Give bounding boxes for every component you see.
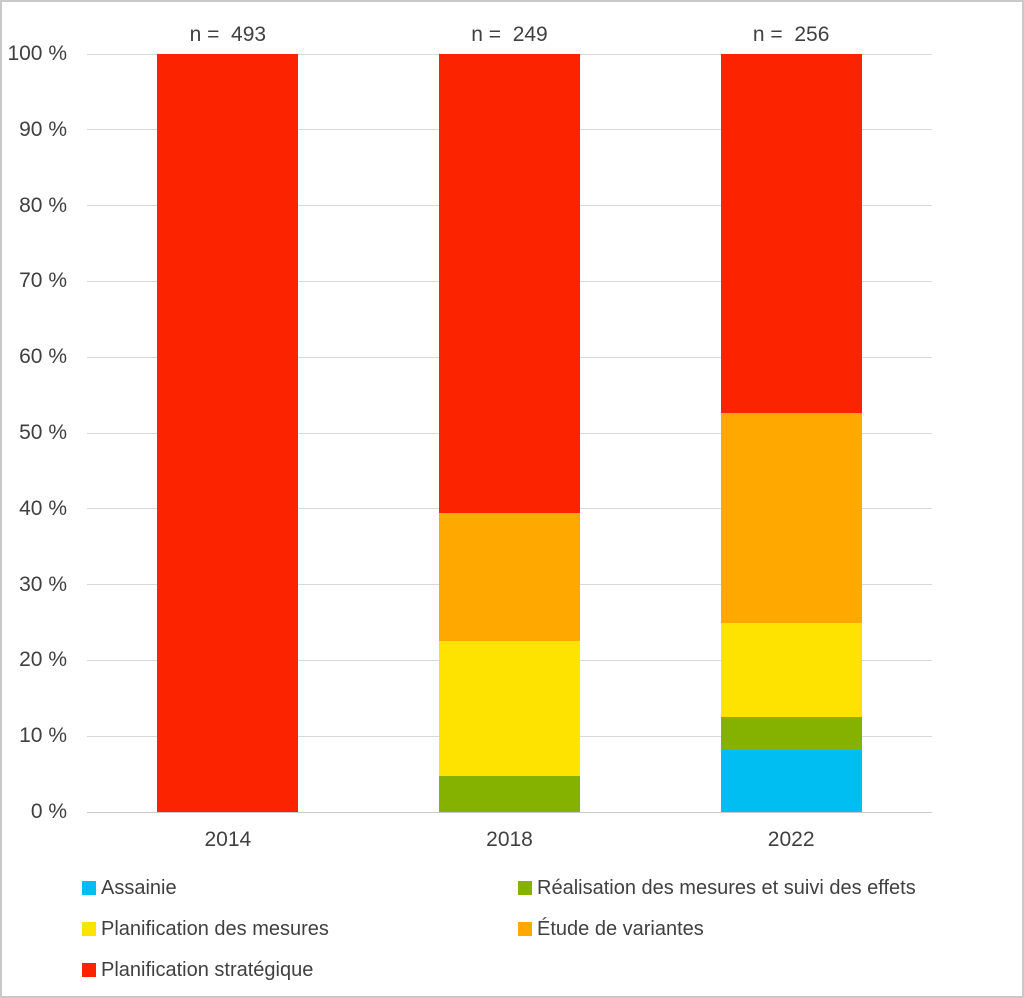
legend-item: Réalisation des mesures et suivi des eff…: [518, 875, 916, 901]
plot-area: [87, 53, 932, 813]
y-tick-label: 100 %: [7, 42, 67, 65]
x-tick-label: 2018: [486, 828, 533, 851]
bar-2014: [157, 54, 299, 812]
legend-item: Assainie: [82, 875, 177, 901]
bar-count-label: n = 249: [471, 23, 548, 46]
x-tick-label: 2014: [204, 828, 252, 851]
bar-segment: [439, 775, 580, 812]
legend-label: Planification stratégique: [101, 959, 314, 981]
legend-label: Planification des mesures: [101, 918, 329, 940]
bar-segment: [720, 54, 862, 413]
bar-segment: [720, 412, 862, 623]
bar-segment: [439, 54, 580, 514]
x-tick-label: 2022: [767, 828, 815, 851]
legend-item: Planification des mesures: [82, 916, 329, 942]
legend-label: Étude de variantes: [537, 918, 704, 940]
bar-2018: [439, 54, 580, 812]
bar-segment: [439, 641, 580, 776]
gridline: [87, 53, 932, 55]
legend-color-swatch: [82, 963, 96, 977]
y-tick-label: 40 %: [19, 496, 67, 520]
bar-segment: [720, 622, 862, 718]
bar-segment: [720, 749, 862, 812]
bar-count-label: n = 256: [752, 23, 830, 46]
y-tick-label: 20 %: [19, 648, 67, 672]
legend-item: Planification stratégique: [82, 957, 313, 983]
bar-count-label: n = 493: [189, 23, 267, 46]
bar-segment: [157, 54, 299, 812]
legend-item: Étude de variantes: [518, 916, 704, 942]
legend-color-swatch: [82, 881, 96, 895]
legend-color-swatch: [518, 922, 532, 936]
bar-2022: [720, 54, 862, 812]
legend-label: Assainie: [101, 877, 177, 899]
y-tick-label: 10 %: [19, 724, 67, 748]
y-tick-label: 70 %: [19, 269, 67, 293]
legend-label: Réalisation des mesures et suivi des eff…: [537, 877, 916, 899]
y-tick-label: 30 %: [19, 572, 67, 596]
legend-color-swatch: [82, 922, 96, 936]
y-tick-label: 0 %: [30, 800, 67, 823]
y-tick-label: 90 %: [19, 117, 67, 141]
bar-segment: [439, 513, 580, 642]
bar-segment: [720, 717, 862, 750]
y-tick-label: 80 %: [19, 193, 67, 217]
y-tick-label: 60 %: [19, 345, 67, 369]
gridline: [87, 811, 932, 813]
y-tick-label: 50 %: [19, 421, 67, 444]
legend-color-swatch: [518, 881, 532, 895]
